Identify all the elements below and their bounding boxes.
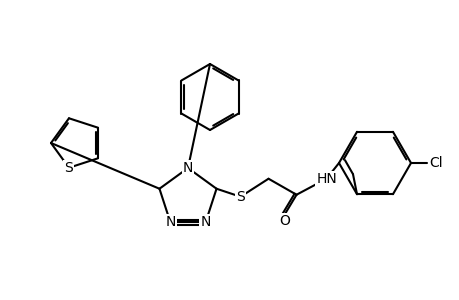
- Text: N: N: [165, 215, 175, 229]
- Text: N: N: [182, 161, 193, 175]
- Text: S: S: [235, 190, 244, 204]
- Text: Cl: Cl: [428, 156, 442, 170]
- Text: S: S: [64, 161, 73, 175]
- Text: N: N: [200, 215, 210, 229]
- Text: O: O: [279, 214, 289, 228]
- Text: HN: HN: [315, 172, 336, 186]
